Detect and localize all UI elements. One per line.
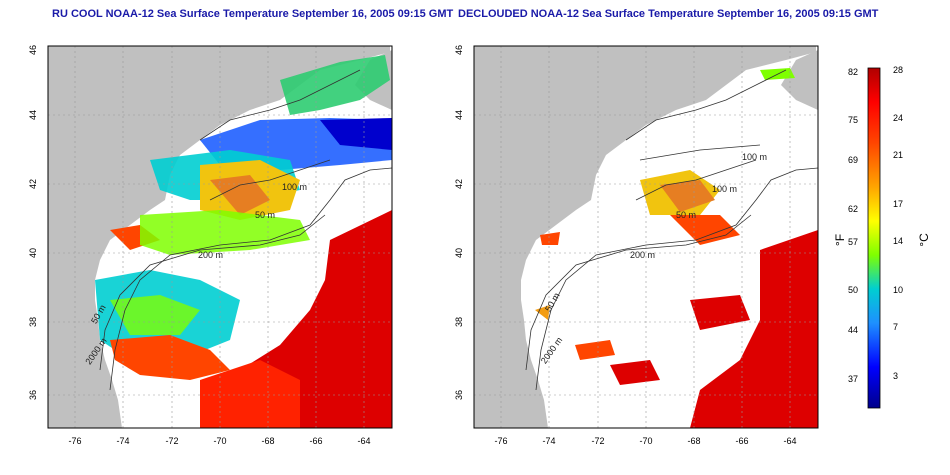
celsius-label: °C	[917, 233, 931, 247]
contour-label: 50 m	[255, 210, 275, 220]
c-tick-label: 21	[893, 150, 903, 160]
lon-tick-label: -68	[261, 436, 274, 446]
lat-tick-label: 40	[454, 248, 464, 258]
lon-tick-label: -68	[687, 436, 700, 446]
contour-label: 100 m	[742, 152, 767, 162]
contour-label: 50 m	[676, 210, 696, 220]
lon-tick-label: -76	[68, 436, 81, 446]
lon-tick-label: -72	[591, 436, 604, 446]
c-tick-label: 10	[893, 285, 903, 295]
f-tick-label: 82	[848, 67, 858, 77]
f-tick-label: 57	[848, 237, 858, 247]
f-tick-label: 62	[848, 204, 858, 214]
lon-tick-label: -66	[309, 436, 322, 446]
lat-tick-label: 36	[454, 390, 464, 400]
f-tick-label: 75	[848, 115, 858, 125]
c-tick-label: 28	[893, 65, 903, 75]
lon-tick-label: -74	[542, 436, 555, 446]
lon-tick-label: -64	[357, 436, 370, 446]
lat-tick-label: 42	[28, 179, 38, 189]
lon-tick-label: -70	[213, 436, 226, 446]
lon-tick-label: -70	[639, 436, 652, 446]
colorbar	[867, 67, 881, 409]
left-map: 100 m 50 m 200 m 50 m 2000 m	[48, 46, 392, 428]
lat-tick-label: 40	[28, 248, 38, 258]
c-tick-label: 14	[893, 236, 903, 246]
lon-tick-label: -76	[494, 436, 507, 446]
left-map-frame	[47, 45, 393, 429]
lat-tick-label: 38	[454, 317, 464, 327]
lon-tick-label: -66	[735, 436, 748, 446]
lon-tick-label: -72	[165, 436, 178, 446]
contour-label: 200 m	[630, 250, 655, 260]
left-panel-title: RU COOL NOAA-12 Sea Surface Temperature …	[52, 8, 454, 20]
lat-tick-label: 46	[28, 45, 38, 55]
right-map-frame	[473, 45, 819, 429]
lat-tick-label: 38	[28, 317, 38, 327]
land-mass	[474, 46, 816, 428]
c-tick-label: 17	[893, 199, 903, 209]
right-map: 100 m 100 m 50 m 200 m 50 m 2000 m	[474, 46, 818, 428]
c-tick-label: 3	[893, 371, 898, 381]
fahrenheit-label: °F	[833, 234, 847, 246]
contour-label: 100 m	[282, 182, 307, 192]
lat-tick-label: 36	[28, 390, 38, 400]
contour-label: 200 m	[198, 250, 223, 260]
f-tick-label: 69	[848, 155, 858, 165]
land-mass	[48, 46, 390, 428]
lon-tick-label: -74	[116, 436, 129, 446]
right-panel-title: DECLOUDED NOAA-12 Sea Surface Temperatur…	[458, 8, 879, 20]
lat-tick-label: 42	[454, 179, 464, 189]
contour-label: 100 m	[712, 184, 737, 194]
lon-tick-label: -64	[783, 436, 796, 446]
lat-tick-label: 44	[454, 110, 464, 120]
c-tick-label: 7	[893, 322, 898, 332]
lat-tick-label: 44	[28, 110, 38, 120]
c-tick-label: 24	[893, 113, 903, 123]
f-tick-label: 37	[848, 374, 858, 384]
f-tick-label: 44	[848, 325, 858, 335]
lat-tick-label: 46	[454, 45, 464, 55]
f-tick-label: 50	[848, 285, 858, 295]
